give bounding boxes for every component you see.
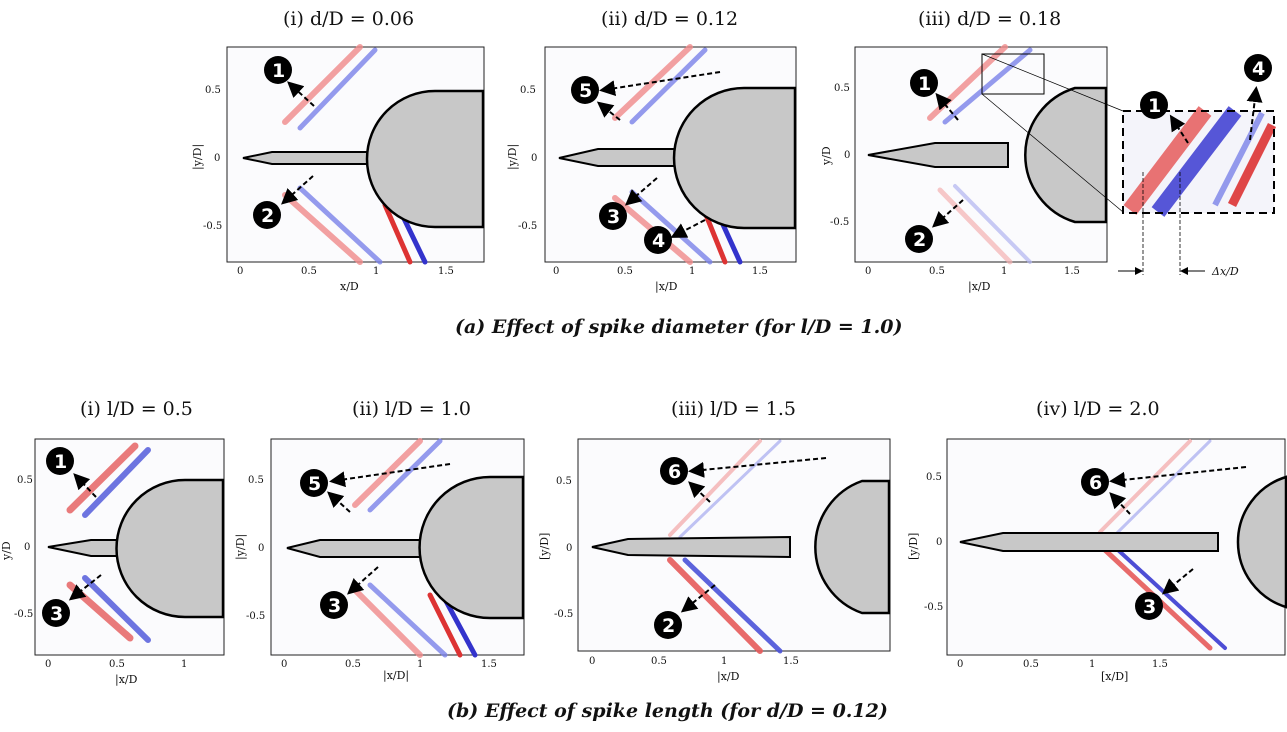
- inset-marker-1: 1: [1148, 95, 1161, 117]
- panel-title-a1: (i) d/D = 0.06: [283, 8, 415, 30]
- marker-3: 3: [50, 603, 63, 625]
- xtick: 0.5: [345, 659, 361, 670]
- xlabel: |x/D: [968, 280, 991, 294]
- ytick: -0.5: [14, 609, 33, 620]
- panel-title-b1: (i) l/D = 0.5: [80, 398, 193, 420]
- panel-b3: 0.5 0 -0.5 0 0.5 1 1.5 |x/D [y/D] 6 2: [538, 438, 891, 684]
- ylabel: |y/D|: [234, 534, 248, 560]
- xtick: 0.5: [651, 656, 667, 667]
- caption-b: (b) Effect of spike length (for d/D = 0.…: [447, 700, 888, 722]
- ytick: -0.5: [554, 609, 573, 620]
- delta-label: Δx/D: [1211, 265, 1239, 278]
- ytick: 0.5: [520, 85, 536, 96]
- ytick: -0.5: [203, 221, 222, 232]
- ytick: 0: [531, 153, 537, 164]
- xtick: 1.5: [1064, 266, 1080, 277]
- marker-6: 6: [668, 461, 681, 483]
- xtick: 1: [1089, 659, 1095, 670]
- panel-a1: 0.5 0 -0.5 0 0.5 1 1.5 x/D |y/D| 1 2: [191, 44, 485, 293]
- ytick: -0.5: [830, 217, 849, 228]
- panel-b4: 0.5 0 -0.5 0 0.5 1 1.5 [x/D] [y/D] 6 3: [907, 438, 1287, 683]
- marker-2: 2: [913, 229, 926, 251]
- ytick: -0.5: [246, 611, 265, 622]
- caption-a: (a) Effect of spike diameter (for l/D = …: [455, 316, 903, 338]
- xtick: 1.5: [752, 266, 768, 277]
- xtick: 0: [553, 266, 559, 277]
- panel-b1: 0.5 0 -0.5 0 0.5 1 |x/D y/D 1 3: [0, 438, 225, 687]
- marker-5: 5: [579, 80, 592, 102]
- marker-2: 2: [662, 615, 675, 637]
- xtick: 0: [957, 659, 963, 670]
- xtick: 1.5: [438, 266, 454, 277]
- marker-1: 1: [918, 73, 931, 95]
- panel-title-a2: (ii) d/D = 0.12: [601, 8, 739, 30]
- ytick: 0: [936, 537, 942, 548]
- panel-a2: 0.5 0 -0.5 0 0.5 1 1.5 |x/D |y/D| 5 3 4: [506, 44, 797, 294]
- xtick: 1: [181, 659, 187, 670]
- ytick: 0: [566, 543, 572, 554]
- marker-3: 3: [607, 206, 620, 228]
- ylabel: [y/D]: [538, 533, 551, 560]
- marker-3: 3: [328, 595, 341, 617]
- xtick: 1: [417, 659, 423, 670]
- panel-title-a3: (iii) d/D = 0.18: [918, 8, 1062, 30]
- panel-b2: 0.5 0 -0.5 0 0.5 1 1.5 |x/D| |y/D| 5 3: [234, 438, 525, 683]
- ylabel: y/D: [820, 146, 833, 166]
- ytick: 0: [844, 150, 850, 161]
- marker-6: 6: [1089, 472, 1102, 494]
- xtick: 0: [237, 266, 243, 277]
- marker-3: 3: [1143, 596, 1156, 618]
- ylabel: |y/D|: [506, 144, 520, 170]
- ytick: 0: [258, 543, 264, 554]
- xtick: 0.5: [929, 266, 945, 277]
- xtick: 1: [1001, 266, 1007, 277]
- xtick: 1.5: [783, 656, 799, 667]
- marker-1: 1: [54, 451, 67, 473]
- xtick: 0.5: [617, 266, 633, 277]
- xtick: 1: [689, 266, 695, 277]
- xtick: 0.5: [1023, 659, 1039, 670]
- marker-2: 2: [261, 205, 274, 227]
- xlabel: |x/D: [717, 670, 740, 684]
- xtick: 0.5: [301, 266, 317, 277]
- ytick: 0.5: [248, 475, 264, 486]
- ytick: 0.5: [834, 83, 850, 94]
- xtick: 1: [721, 656, 727, 667]
- marker-4: 4: [652, 230, 665, 252]
- ylabel: [y/D]: [907, 533, 920, 560]
- ytick: 0.5: [556, 476, 572, 487]
- panel-a3: 0.5 0 -0.5 0 0.5 1 1.5 |x/D y/D 1 2: [820, 44, 1124, 294]
- xtick: 1.5: [481, 659, 497, 670]
- xtick: 0: [281, 659, 287, 670]
- xtick: 1: [373, 266, 379, 277]
- ytick: 0: [24, 542, 30, 553]
- ylabel: y/D: [0, 541, 13, 561]
- xlabel: |x/D|: [383, 669, 409, 683]
- panel-title-b4: (iv) l/D = 2.0: [1036, 398, 1160, 420]
- marker-5: 5: [308, 473, 321, 495]
- ytick: 0: [214, 153, 220, 164]
- marker-1: 1: [272, 60, 285, 82]
- panel-title-b3: (iii) l/D = 1.5: [671, 398, 797, 420]
- panel-title-b2: (ii) l/D = 1.0: [352, 398, 471, 420]
- inset-zoom: 1 4 Δx/D: [1118, 54, 1277, 278]
- ytick: 0.5: [926, 472, 942, 483]
- xtick: 1.5: [1152, 659, 1168, 670]
- xlabel: x/D: [340, 280, 359, 293]
- ytick: -0.5: [518, 221, 537, 232]
- ytick: 0.5: [17, 475, 33, 486]
- xlabel: [x/D]: [1101, 670, 1128, 683]
- ylabel: |y/D|: [191, 144, 205, 170]
- xlabel: |x/D: [655, 280, 678, 294]
- xtick: 0: [589, 656, 595, 667]
- ytick: -0.5: [924, 602, 943, 613]
- xtick: 0.5: [109, 659, 125, 670]
- xtick: 0: [45, 659, 51, 670]
- xlabel: |x/D: [115, 673, 138, 687]
- ytick: 0.5: [205, 85, 221, 96]
- xtick: 0: [865, 266, 871, 277]
- inset-marker-4: 4: [1252, 58, 1265, 80]
